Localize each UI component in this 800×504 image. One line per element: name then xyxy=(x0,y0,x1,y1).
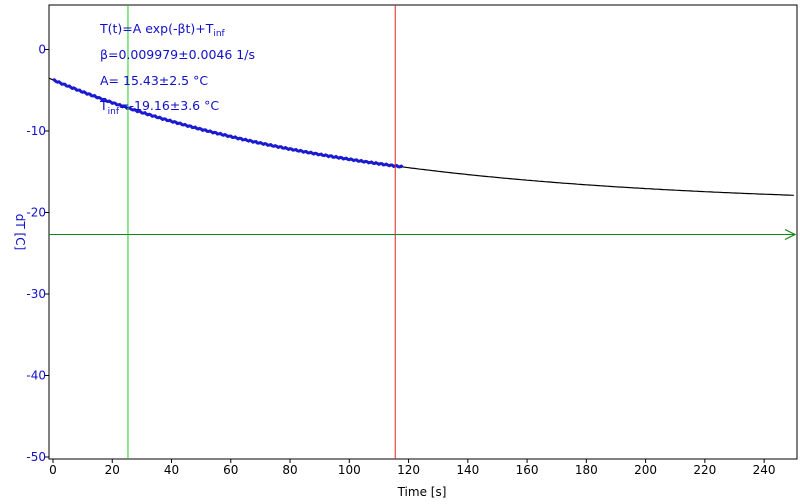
x-tick-label: 20 xyxy=(105,463,120,477)
x-tick-label: 60 xyxy=(223,463,238,477)
y-tick-label: -20 xyxy=(26,206,46,220)
y-axis-label: dT [C] xyxy=(13,214,27,251)
x-tick-label: 220 xyxy=(693,463,716,477)
x-tick-label: 80 xyxy=(282,463,297,477)
x-tick-label: 200 xyxy=(634,463,657,477)
x-axis-ticks: 0 20 40 60 80 100 120 140 160 180 200 220 240 xyxy=(49,459,776,477)
fit-tinf: Tinf=-19.16±3.6 °C xyxy=(99,98,219,117)
y-axis-ticks: 0 -10 -20 -30 -40 -50 xyxy=(26,43,49,464)
y-tick-label: -50 xyxy=(26,450,46,464)
cursors[interactable] xyxy=(49,5,797,459)
x-tick-label: 120 xyxy=(397,463,420,477)
y-tick-label: -10 xyxy=(26,124,46,138)
y-tick-label: -30 xyxy=(26,287,46,301)
x-axis-label: Time [s] xyxy=(397,485,447,499)
fit-annotation: T(t)=A exp(-βt)+Tinf β=0.009979±0.0046 1… xyxy=(99,21,255,117)
cursor-arrow-icon xyxy=(784,228,797,241)
plot-area xyxy=(48,4,798,460)
fit-beta: β=0.009979±0.0046 1/s xyxy=(100,47,255,62)
y-tick-label: -40 xyxy=(26,369,46,383)
x-tick-label: 180 xyxy=(575,463,598,477)
y-tick-label: 0 xyxy=(38,43,46,57)
x-tick-label: 0 xyxy=(49,463,57,477)
curves xyxy=(49,77,794,196)
fit-formula: T(t)=A exp(-βt)+Tinf xyxy=(99,21,226,39)
measured-data-line xyxy=(53,78,404,169)
x-tick-label: 100 xyxy=(338,463,361,477)
x-tick-label: 140 xyxy=(456,463,479,477)
fit-amplitude: A= 15.43±2.5 °C xyxy=(100,73,208,88)
x-tick-label: 40 xyxy=(164,463,179,477)
x-tick-label: 160 xyxy=(516,463,539,477)
x-tick-label: 240 xyxy=(753,463,776,477)
